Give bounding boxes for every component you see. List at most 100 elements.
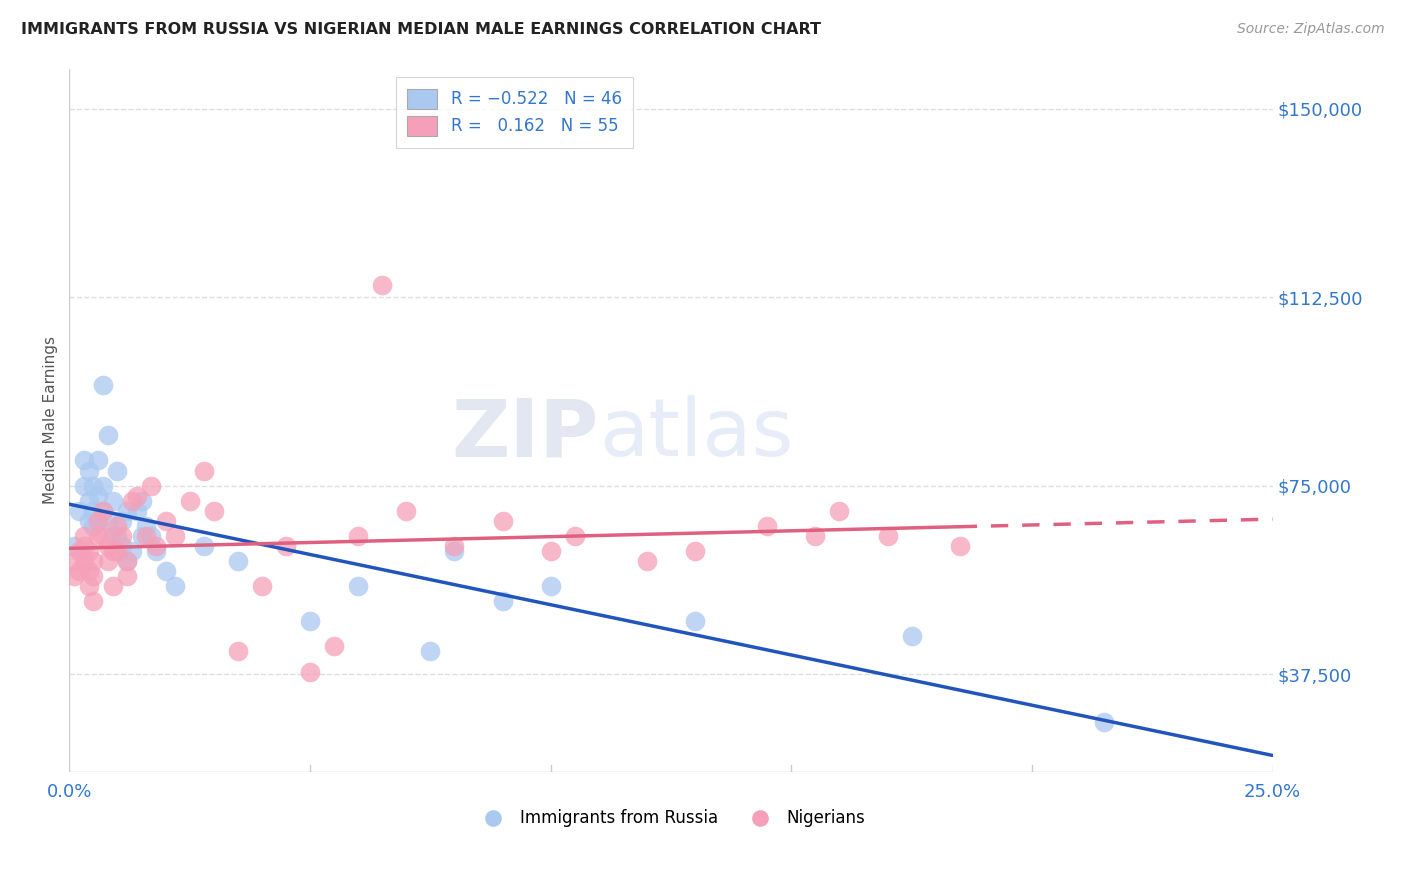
Point xyxy=(323,640,346,654)
Point xyxy=(145,539,167,553)
Point xyxy=(165,579,187,593)
Text: ZIP: ZIP xyxy=(451,395,599,474)
Point xyxy=(67,544,90,558)
Point xyxy=(274,539,297,553)
Point xyxy=(97,539,120,553)
Point xyxy=(107,529,129,543)
Y-axis label: Median Male Earnings: Median Male Earnings xyxy=(44,336,58,504)
Point xyxy=(101,579,124,593)
Point xyxy=(804,529,827,543)
Point xyxy=(141,478,163,492)
Point xyxy=(683,615,706,629)
Point xyxy=(63,539,86,553)
Point xyxy=(82,478,104,492)
Point xyxy=(125,504,148,518)
Point xyxy=(683,544,706,558)
Point xyxy=(828,504,851,518)
Point xyxy=(77,579,100,593)
Legend: Immigrants from Russia, Nigerians: Immigrants from Russia, Nigerians xyxy=(470,803,872,834)
Point xyxy=(371,277,394,292)
Point xyxy=(193,539,215,553)
Point xyxy=(82,594,104,608)
Point xyxy=(347,529,370,543)
Point xyxy=(443,544,465,558)
Point xyxy=(77,464,100,478)
Point xyxy=(540,579,562,593)
Point xyxy=(419,644,441,658)
Point xyxy=(82,569,104,583)
Point xyxy=(165,529,187,543)
Point xyxy=(193,464,215,478)
Point xyxy=(73,554,96,568)
Point xyxy=(87,514,110,528)
Point xyxy=(1092,714,1115,729)
Point xyxy=(63,554,86,568)
Point xyxy=(111,514,134,528)
Point xyxy=(111,529,134,543)
Point xyxy=(97,514,120,528)
Point xyxy=(87,514,110,528)
Point xyxy=(125,489,148,503)
Point xyxy=(491,514,513,528)
Point xyxy=(443,539,465,553)
Point xyxy=(636,554,658,568)
Point xyxy=(115,569,138,583)
Point xyxy=(900,629,922,643)
Point xyxy=(77,544,100,558)
Text: IMMIGRANTS FROM RUSSIA VS NIGERIAN MEDIAN MALE EARNINGS CORRELATION CHART: IMMIGRANTS FROM RUSSIA VS NIGERIAN MEDIA… xyxy=(21,22,821,37)
Point xyxy=(202,504,225,518)
Point xyxy=(87,453,110,467)
Point xyxy=(67,564,90,578)
Point xyxy=(91,529,114,543)
Point xyxy=(73,453,96,467)
Point xyxy=(135,529,157,543)
Point xyxy=(131,529,153,543)
Point xyxy=(250,579,273,593)
Point xyxy=(107,464,129,478)
Point xyxy=(298,665,321,679)
Point xyxy=(131,493,153,508)
Point xyxy=(67,504,90,518)
Point xyxy=(87,529,110,543)
Point xyxy=(491,594,513,608)
Point xyxy=(73,539,96,553)
Point xyxy=(949,539,972,553)
Point xyxy=(155,564,177,578)
Point xyxy=(756,518,779,533)
Point xyxy=(82,504,104,518)
Point xyxy=(77,514,100,528)
Point xyxy=(101,544,124,558)
Point xyxy=(107,544,129,558)
Point xyxy=(77,564,100,578)
Point xyxy=(111,539,134,553)
Point xyxy=(298,615,321,629)
Point xyxy=(155,514,177,528)
Text: atlas: atlas xyxy=(599,395,793,474)
Point xyxy=(395,504,418,518)
Point xyxy=(101,493,124,508)
Point xyxy=(115,504,138,518)
Point xyxy=(226,644,249,658)
Point xyxy=(73,478,96,492)
Point xyxy=(107,518,129,533)
Point xyxy=(145,544,167,558)
Point xyxy=(540,544,562,558)
Point xyxy=(82,518,104,533)
Point xyxy=(121,544,143,558)
Point xyxy=(115,554,138,568)
Point xyxy=(87,489,110,503)
Point xyxy=(77,493,100,508)
Text: Source: ZipAtlas.com: Source: ZipAtlas.com xyxy=(1237,22,1385,37)
Point xyxy=(82,554,104,568)
Point xyxy=(97,428,120,442)
Point xyxy=(564,529,586,543)
Point xyxy=(115,554,138,568)
Point xyxy=(141,529,163,543)
Point xyxy=(97,554,120,568)
Point xyxy=(91,504,114,518)
Point xyxy=(91,504,114,518)
Point xyxy=(347,579,370,593)
Point xyxy=(179,493,201,508)
Point xyxy=(63,569,86,583)
Point xyxy=(121,493,143,508)
